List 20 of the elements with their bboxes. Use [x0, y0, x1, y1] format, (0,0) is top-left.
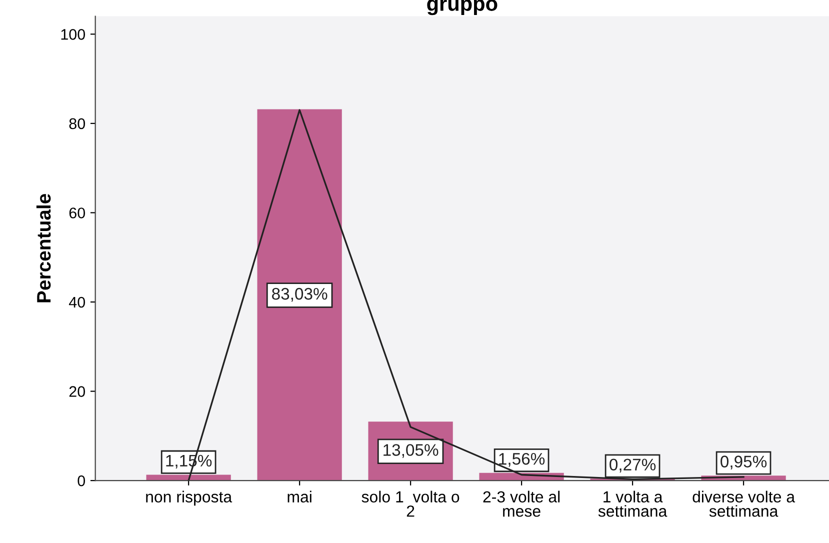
data-label: 13,05%: [384, 444, 438, 458]
y-tick-label: 100: [61, 29, 86, 40]
data-label: 0,27%: [610, 458, 656, 472]
bar: [257, 109, 342, 481]
bar: [146, 474, 231, 481]
y-tick-label: 40: [68, 296, 86, 308]
x-tick-label: solo 1 volta o 2: [362, 490, 460, 517]
y-tick-label: 80: [69, 118, 86, 130]
data-label: 0,95%: [720, 456, 767, 470]
data-label: 1,56%: [499, 452, 545, 467]
data-label: 83,03%: [272, 288, 328, 302]
y-tick-label: 60: [69, 208, 86, 218]
y-tick-label: 20: [69, 386, 86, 397]
x-tick-label: diverse volte a settimana: [692, 490, 796, 517]
x-tick-label: non risposta: [146, 490, 232, 506]
y-tick-label: 0: [78, 475, 86, 486]
x-tick-label: 2-3 volte al mese: [483, 490, 560, 517]
x-tick-label: mai: [288, 490, 312, 502]
x-tick-label: 1 volta a settimana: [598, 490, 668, 517]
y-axis-title: Percentuale: [36, 194, 51, 302]
